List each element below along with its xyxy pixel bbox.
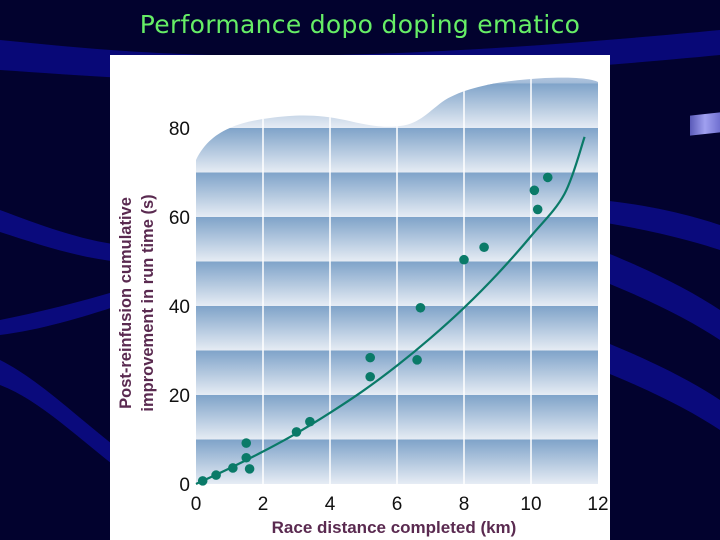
y-tick-label: 40 bbox=[169, 297, 190, 318]
data-points bbox=[197, 172, 553, 486]
x-tick-label: 0 bbox=[191, 494, 202, 515]
y-tick-label: 80 bbox=[169, 119, 190, 140]
data-point bbox=[542, 172, 553, 183]
data-point bbox=[241, 438, 252, 448]
plot-background bbox=[196, 77, 598, 484]
data-point bbox=[241, 452, 252, 463]
y-axis-label-line1: Post-reinfusion cumulative bbox=[117, 197, 135, 409]
data-point bbox=[244, 464, 255, 474]
data-point bbox=[291, 427, 302, 437]
x-tick-label: 8 bbox=[459, 494, 470, 515]
fitted-curve bbox=[195, 136, 586, 485]
y-axis-ticks: 0 20 40 60 80 bbox=[169, 119, 190, 496]
data-point bbox=[415, 302, 426, 313]
x-axis-label: Race distance completed (km) bbox=[272, 518, 517, 537]
data-point bbox=[228, 463, 238, 473]
data-point bbox=[532, 204, 543, 215]
data-point bbox=[197, 476, 208, 486]
x-tick-label: 12 bbox=[587, 494, 608, 515]
y-tick-label: 0 bbox=[179, 475, 190, 496]
data-point bbox=[459, 254, 469, 265]
x-tick-label: 2 bbox=[258, 494, 269, 515]
x-tick-label: 4 bbox=[325, 494, 336, 515]
x-tick-label: 6 bbox=[392, 494, 403, 515]
x-axis-ticks: 0 2 4 6 8 10 12 bbox=[191, 494, 609, 515]
slide-title: Performance dopo doping ematico bbox=[139, 10, 581, 39]
y-tick-label: 20 bbox=[169, 386, 190, 407]
y-tick-label: 60 bbox=[169, 208, 190, 229]
data-point bbox=[211, 470, 221, 480]
data-point bbox=[529, 185, 540, 196]
data-point bbox=[305, 416, 315, 427]
data-point bbox=[365, 352, 376, 363]
data-point bbox=[479, 242, 489, 253]
x-tick-label: 10 bbox=[520, 494, 541, 515]
data-point bbox=[412, 355, 422, 365]
y-axis-label-line2: improvement in run time (s) bbox=[139, 194, 157, 411]
data-point bbox=[365, 371, 376, 382]
